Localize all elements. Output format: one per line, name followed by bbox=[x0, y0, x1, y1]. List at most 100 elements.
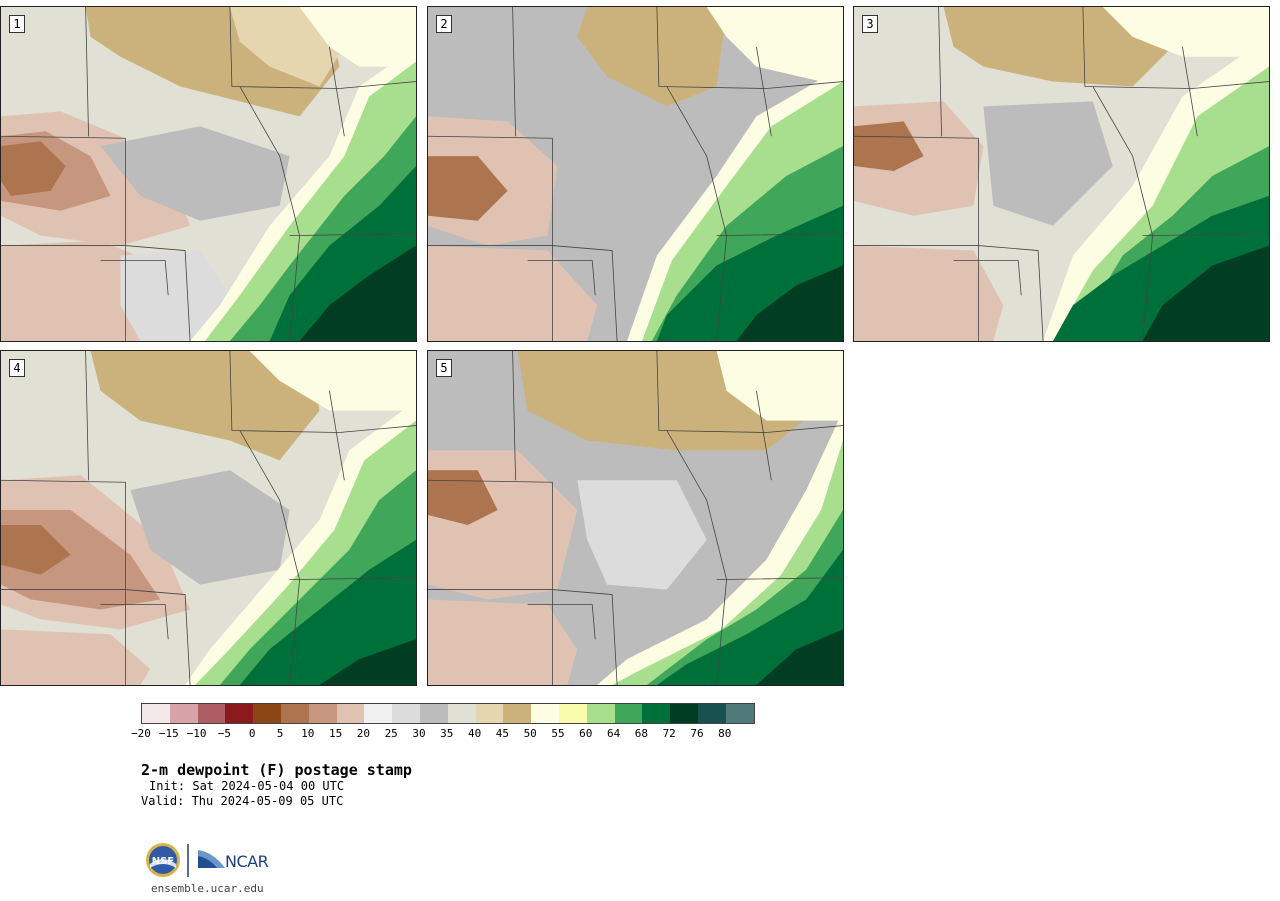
colorbar-tick-labels: −20 −15 −10 −5 0 5 10 15 20 25 30 35 40 45 50 55 60 64 68 7… bbox=[131, 727, 761, 741]
colorbar-tick-label: 5 bbox=[276, 727, 284, 740]
colorbar-tick-label: 35 bbox=[440, 727, 454, 740]
dewpoint-region bbox=[428, 599, 578, 685]
valid-time: Valid: Thu 2024-05-09 05 UTC bbox=[141, 794, 344, 808]
member-label: 4 bbox=[9, 359, 25, 377]
colorbar-swatch bbox=[169, 704, 198, 723]
colorbar-tick-label: 25 bbox=[384, 727, 398, 740]
colorbar-swatch bbox=[503, 704, 532, 723]
colorbar-swatch bbox=[670, 704, 698, 723]
member-label: 1 bbox=[9, 15, 25, 33]
colorbar-tick-label: −15 bbox=[158, 727, 179, 740]
colorbar-swatch bbox=[531, 704, 559, 723]
colorbar-tick-label: 64 bbox=[606, 727, 621, 740]
colorbar-tick-label: 0 bbox=[248, 727, 256, 740]
state-borders bbox=[1, 7, 416, 341]
colorbar-tick-label: 80 bbox=[718, 727, 732, 740]
state-borders bbox=[428, 7, 843, 341]
colorbar-tick-label: 72 bbox=[662, 727, 676, 740]
dewpoint-region bbox=[716, 351, 843, 421]
dewpoint-region bbox=[706, 7, 843, 87]
colorbar-swatch bbox=[253, 704, 281, 723]
member-label: 2 bbox=[436, 15, 452, 33]
colorbar-swatch bbox=[197, 704, 226, 723]
colorbar-tick-label: 50 bbox=[523, 727, 537, 740]
colorbar-swatch bbox=[336, 704, 365, 723]
colorbar-tick-label: 20 bbox=[356, 727, 371, 740]
dewpoint-region bbox=[1, 141, 66, 196]
dewpoint-region bbox=[567, 146, 697, 266]
colorbar-swatch bbox=[364, 704, 393, 723]
dewpoint-region bbox=[983, 101, 1113, 226]
colorbar-swatch bbox=[280, 704, 309, 723]
colorbar-tick-label: 40 bbox=[467, 727, 482, 740]
colorbar-swatch bbox=[586, 704, 615, 723]
dewpoint-region bbox=[756, 629, 843, 685]
dewpoint-region bbox=[319, 639, 416, 685]
ensemble-member-panel-2: 2 bbox=[427, 6, 844, 342]
dewpoint-map bbox=[854, 7, 1269, 341]
dewpoint-region bbox=[1102, 7, 1269, 57]
ensemble-member-panel-5: 5 bbox=[427, 350, 844, 686]
colorbar-swatch bbox=[225, 704, 254, 723]
colorbar-swatch bbox=[614, 704, 643, 723]
dewpoint-region bbox=[120, 250, 230, 341]
ncar-logo-icon: NCAR bbox=[198, 850, 269, 871]
state-borders bbox=[1, 351, 416, 685]
nsf-logo-icon: NSF bbox=[146, 843, 180, 877]
colorbar-tick-label: 60 bbox=[579, 727, 593, 740]
ncar-logo-text: NCAR bbox=[225, 852, 269, 871]
colorbar-tick-label: 30 bbox=[412, 727, 426, 740]
dewpoint-map bbox=[428, 7, 843, 341]
dewpoint-region bbox=[943, 7, 1173, 87]
dewpoint-region bbox=[854, 245, 1004, 341]
dewpoint-region bbox=[1142, 245, 1269, 341]
colorbar-tick-label: 76 bbox=[690, 727, 704, 740]
state-borders bbox=[854, 7, 1269, 341]
colorbar-swatch bbox=[447, 704, 476, 723]
plot-title: 2-m dewpoint (F) postage stamp bbox=[141, 761, 412, 779]
dewpoint-region bbox=[577, 7, 727, 107]
ensemble-member-panel-3: 3 bbox=[853, 6, 1270, 342]
dewpoint-region bbox=[130, 470, 290, 585]
sponsor-logos: NSF NCAR bbox=[146, 843, 269, 877]
colorbar-tick-label: 15 bbox=[328, 727, 343, 740]
colorbar-swatch bbox=[725, 704, 754, 723]
member-label: 5 bbox=[436, 359, 452, 377]
dewpoint-region bbox=[239, 539, 416, 685]
colorbar-swatch bbox=[642, 704, 671, 723]
ensemble-member-panel-1: 1 bbox=[0, 6, 417, 342]
dewpoint-region bbox=[428, 245, 598, 341]
colorbar-tick-label: 45 bbox=[495, 727, 510, 740]
dewpoint-map bbox=[1, 351, 416, 685]
colorbar-swatch bbox=[392, 704, 420, 723]
colorbar-swatch bbox=[419, 704, 448, 723]
dewpoint-region bbox=[1, 629, 151, 685]
colorbar-swatch bbox=[142, 704, 170, 723]
dewpoint-region bbox=[299, 7, 416, 67]
dewpoint-region bbox=[299, 245, 416, 341]
dewpoint-region bbox=[249, 351, 416, 411]
init-time: Init: Sat 2024-05-04 00 UTC bbox=[149, 779, 345, 793]
nsf-logo-text: NSF bbox=[152, 856, 174, 867]
dewpoint-region bbox=[428, 470, 498, 525]
colorbar-tick-label: 10 bbox=[301, 727, 315, 740]
colorbar-tick-label: 55 bbox=[551, 727, 565, 740]
colorbar-tick-label: −10 bbox=[186, 727, 207, 740]
colorbar-tick-label: 68 bbox=[634, 727, 649, 740]
colorbar-tick-label: −5 bbox=[217, 727, 232, 740]
dewpoint-map bbox=[428, 351, 843, 685]
colorbar-swatch bbox=[475, 704, 504, 723]
dewpoint-colorbar bbox=[141, 703, 755, 724]
state-borders bbox=[428, 351, 843, 685]
colorbar-swatch bbox=[558, 704, 587, 723]
colorbar-swatch bbox=[697, 704, 726, 723]
dewpoint-map bbox=[1, 7, 416, 341]
website-url: ensemble.ucar.edu bbox=[151, 882, 264, 895]
member-label: 3 bbox=[862, 15, 878, 33]
dewpoint-region bbox=[854, 121, 924, 172]
dewpoint-region bbox=[736, 265, 843, 341]
dewpoint-region bbox=[100, 126, 290, 221]
dewpoint-region bbox=[577, 480, 707, 590]
colorbar-tick-label: −20 bbox=[131, 727, 151, 740]
dewpoint-region bbox=[428, 156, 508, 221]
